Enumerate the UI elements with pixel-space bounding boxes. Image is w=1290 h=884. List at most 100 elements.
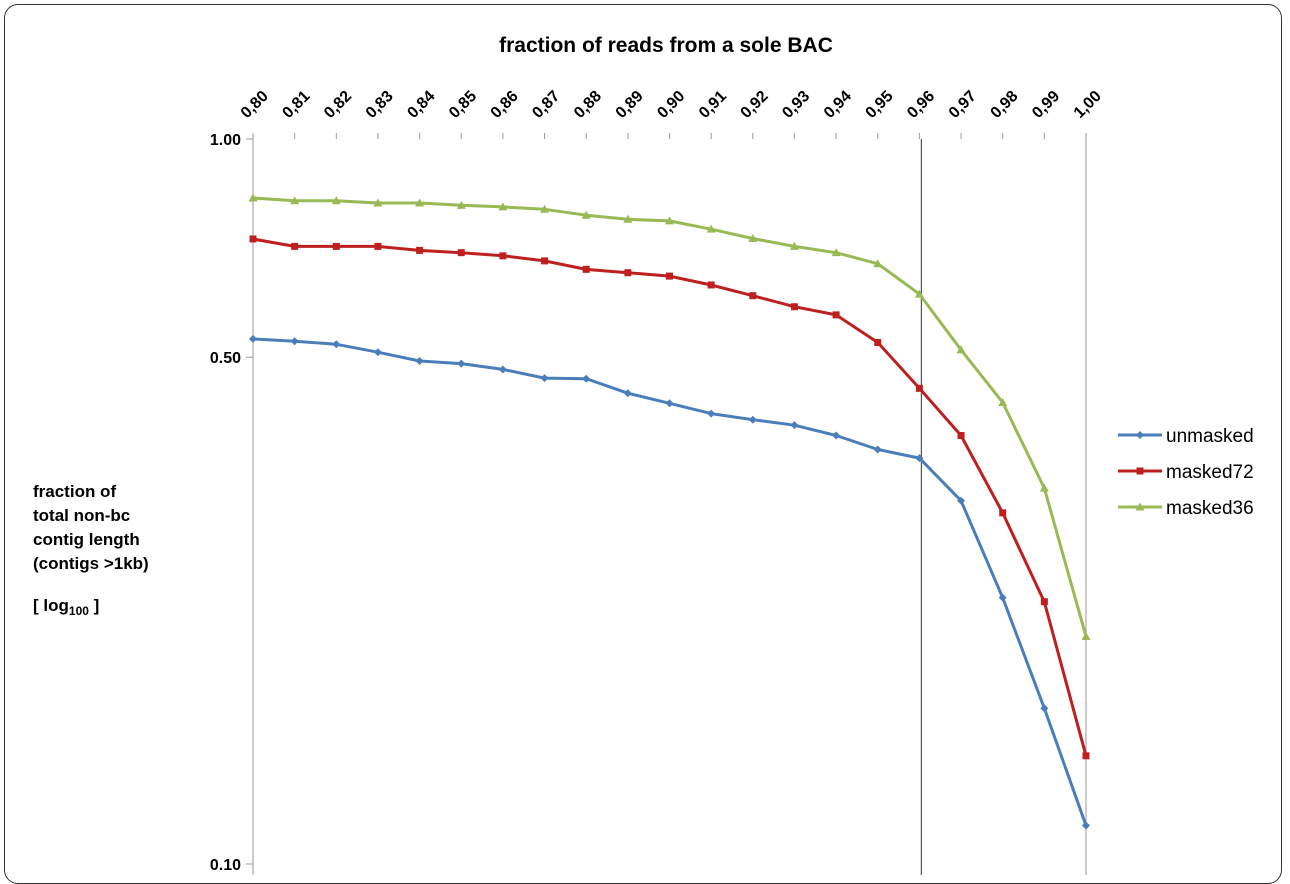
unmasked-point [873, 445, 882, 454]
unmasked-point [249, 334, 257, 343]
unmasked-point [998, 593, 1007, 602]
masked72-point [541, 257, 549, 265]
x-tick-label: 0,81 [279, 88, 313, 122]
masked36-point [831, 248, 841, 257]
masked72-point [957, 431, 965, 439]
x-tick-label: 0,87 [529, 88, 563, 122]
x-tick-label: 0,92 [738, 88, 772, 122]
unmasked-point [957, 496, 966, 505]
masked72-point [332, 242, 340, 250]
unmasked-point [915, 454, 924, 463]
masked72-point [624, 269, 632, 277]
unmasked-point [540, 374, 549, 383]
x-tick-label: 0,82 [321, 88, 355, 122]
x-tick-label: 0,83 [363, 88, 397, 122]
y-axis-label-line: total non-bc [33, 506, 130, 525]
legend-label: masked72 [1166, 462, 1254, 483]
y-axis-log-label: [ log100 ] [33, 596, 99, 618]
series-lines [248, 193, 1091, 830]
masked36-point [290, 196, 300, 205]
masked72-point [291, 242, 299, 250]
series-masked72 [249, 235, 1090, 760]
unmasked-point [290, 337, 299, 346]
x-tick-label: 0,98 [988, 88, 1022, 122]
unmasked-point [582, 374, 591, 383]
unmasked-point [1040, 704, 1049, 713]
masked72-point [582, 265, 590, 273]
x-tick-label: 0,99 [1029, 88, 1063, 122]
unmasked-point [373, 348, 382, 357]
y-axis-label-line: (contigs >1kb) [33, 554, 149, 573]
masked36-point [248, 193, 258, 202]
x-tick-label: 0,95 [863, 88, 897, 122]
x-tick-label: 0,89 [613, 88, 647, 122]
legend-item-masked36: masked36 [1118, 498, 1254, 519]
legend-item-unmasked: unmasked [1118, 426, 1254, 447]
masked72-point [749, 292, 757, 300]
unmasked-point [1082, 821, 1090, 830]
unmasked-line [252, 337, 1088, 827]
legend-swatch-marker [1136, 467, 1144, 475]
masked72-point [915, 384, 923, 392]
x-tick-label: 0,94 [821, 88, 855, 122]
masked36-point [498, 202, 508, 211]
masked72-point [457, 249, 465, 257]
masked72-point [832, 311, 840, 319]
x-tick-label: 0,96 [904, 88, 938, 122]
unmasked-point [415, 357, 424, 366]
x-tick-label: 0,88 [571, 88, 605, 122]
masked72-point [499, 252, 507, 260]
masked36-point [540, 204, 550, 213]
masked72-point [999, 509, 1007, 517]
masked72-point [874, 338, 882, 346]
unmasked-point [457, 359, 466, 368]
masked72-point [1040, 598, 1048, 606]
masked36-point [873, 259, 883, 268]
y-tick-labels: 1.00 0.50 0.10 [210, 132, 241, 874]
x-tick-label: 0,84 [404, 88, 438, 122]
y-axis-label-line: fraction of [33, 482, 116, 501]
unmasked-point [332, 340, 341, 349]
y-axis-label: fraction of total non-bc contig length (con… [33, 482, 149, 618]
unmasked-point [665, 399, 674, 408]
masked72-point [249, 235, 257, 243]
masked36-point [706, 224, 716, 233]
masked36-point [415, 198, 425, 207]
x-tick-label: 0,90 [654, 88, 688, 122]
x-tick-labels: 0,80 0,81 0,82 0,83 0,84 0,85 0,86 0,87 0,88 0,89… [238, 88, 1105, 122]
legend-item-masked72: masked72 [1118, 462, 1254, 483]
x-tick-label: 0,97 [946, 88, 980, 122]
legend-label: masked36 [1166, 498, 1254, 519]
x-tick-label: 0,85 [446, 88, 480, 122]
y-tick-label: 0.50 [210, 350, 241, 367]
legend-swatch-marker [1136, 431, 1144, 439]
masked72-point [707, 281, 715, 289]
masked36-point [331, 196, 341, 205]
y-tick-label: 1.00 [210, 132, 241, 149]
unmasked-point [707, 409, 716, 418]
x-tick-label: 0,91 [696, 88, 730, 122]
masked36-point [789, 241, 799, 250]
masked36-point [373, 198, 383, 207]
unmasked-point [498, 365, 507, 374]
axes [246, 133, 1087, 875]
x-tick-label: 0,86 [488, 88, 522, 122]
masked36-point [1039, 483, 1049, 492]
x-tick-label: 0,93 [779, 88, 813, 122]
x-tick-label: 0,80 [238, 88, 272, 122]
masked72-point [374, 242, 382, 250]
masked36-point [665, 216, 674, 225]
unmasked-point [623, 389, 632, 398]
masked72-point [1082, 752, 1090, 760]
masked72-point [666, 272, 673, 280]
legend-swatch-marker [1135, 502, 1145, 511]
legend-label: unmasked [1166, 426, 1254, 447]
series-unmasked [249, 334, 1090, 830]
x-tick-label: 1,00 [1071, 88, 1105, 122]
masked72-point [416, 246, 424, 254]
legend: unmasked masked72 masked36 [1118, 426, 1254, 519]
unmasked-point [832, 431, 841, 440]
masked72-point [790, 303, 798, 311]
series-masked36 [248, 193, 1091, 640]
